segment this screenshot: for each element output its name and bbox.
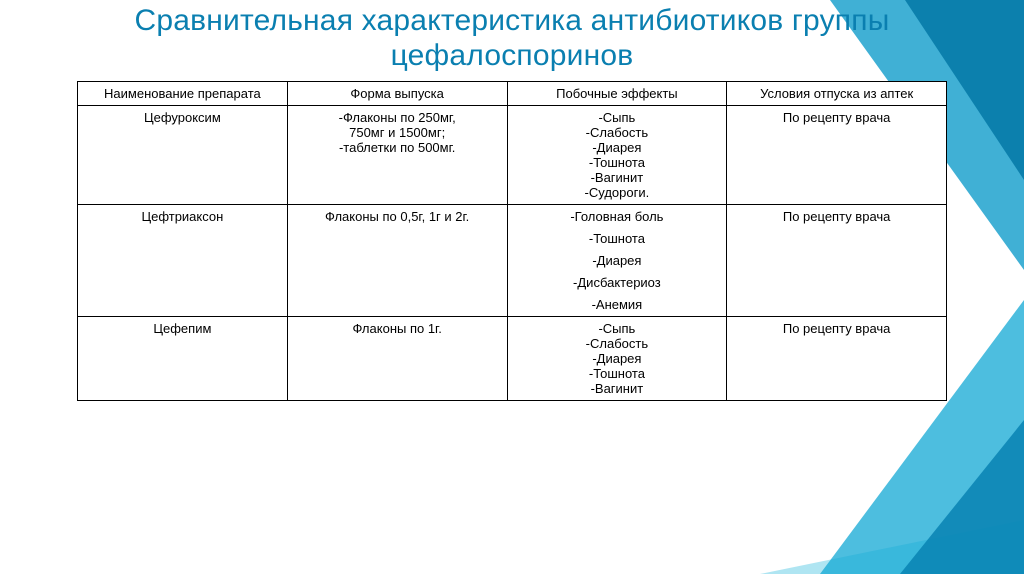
table-row: ЦефепимФлаконы по 1г.-Сыпь-Слабость-Диар…	[78, 317, 947, 401]
cell-drug-name: Цефуроксим	[78, 106, 288, 205]
cell-side-effects: -Сыпь-Слабость-Диарея-Тошнота-Вагинит	[507, 317, 727, 401]
cell-side-effects: -Сыпь-Слабость-Диарея-Тошнота-Вагинит-Су…	[507, 106, 727, 205]
column-header: Условия отпуска из аптек	[727, 82, 947, 106]
cell-form: Флаконы по 0,5г, 1г и 2г.	[287, 205, 507, 317]
column-header: Наименование препарата	[78, 82, 288, 106]
cell-form: Флаконы по 1г.	[287, 317, 507, 401]
column-header: Форма выпуска	[287, 82, 507, 106]
slide-title: Сравнительная характеристика антибиотико…	[40, 4, 984, 73]
column-header: Побочные эффекты	[507, 82, 727, 106]
cell-dispensing: По рецепту врача	[727, 106, 947, 205]
table-row: Цефуроксим-Флаконы по 250мг,750мг и 1500…	[78, 106, 947, 205]
table-row: ЦефтриаксонФлаконы по 0,5г, 1г и 2г.-Гол…	[78, 205, 947, 317]
cell-side-effects: -Головная боль-Тошнота-Диарея-Дисбактери…	[507, 205, 727, 317]
cell-form: -Флаконы по 250мг,750мг и 1500мг;-таблет…	[287, 106, 507, 205]
cell-dispensing: По рецепту врача	[727, 317, 947, 401]
comparison-table: Наименование препаратаФорма выпускаПобоч…	[77, 81, 947, 401]
table-body: Цефуроксим-Флаконы по 250мг,750мг и 1500…	[78, 106, 947, 401]
cell-dispensing: По рецепту врача	[727, 205, 947, 317]
cell-drug-name: Цефепим	[78, 317, 288, 401]
cell-drug-name: Цефтриаксон	[78, 205, 288, 317]
slide-content: Сравнительная характеристика антибиотико…	[0, 0, 1024, 401]
table-header-row: Наименование препаратаФорма выпускаПобоч…	[78, 82, 947, 106]
